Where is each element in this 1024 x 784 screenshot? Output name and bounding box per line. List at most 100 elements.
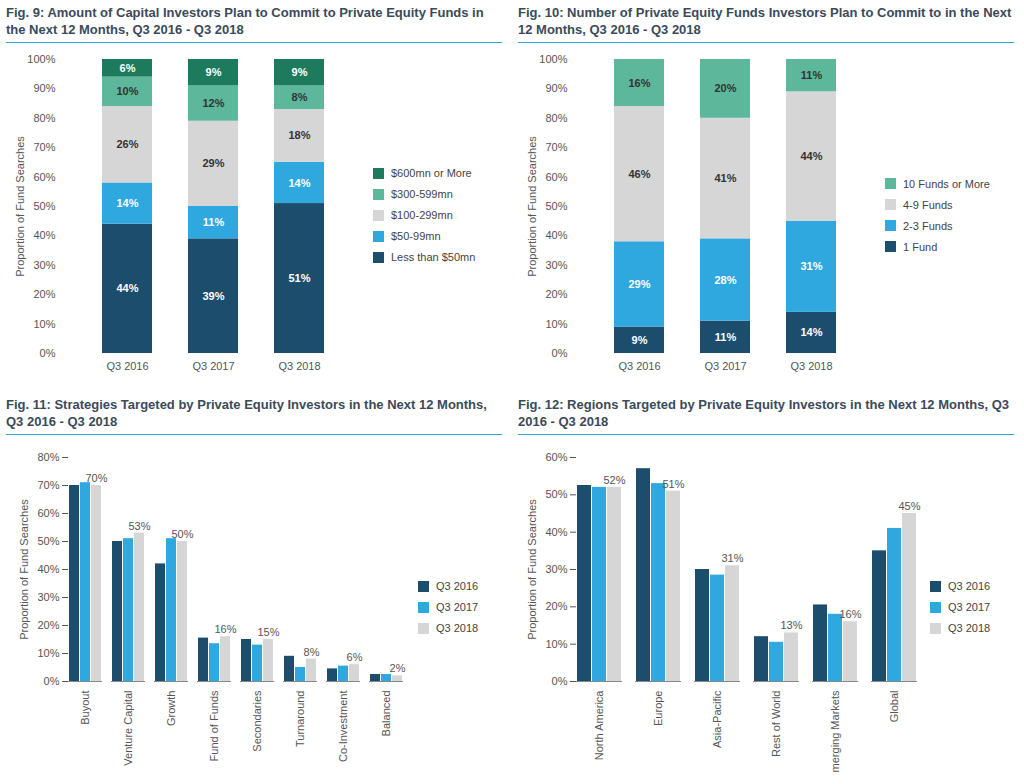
svg-text:8%: 8% — [304, 646, 320, 658]
svg-text:9%: 9% — [206, 66, 222, 78]
svg-text:80%: 80% — [37, 451, 59, 463]
svg-text:12%: 12% — [202, 97, 224, 109]
svg-text:Q3 2017: Q3 2017 — [704, 360, 746, 372]
svg-text:Venture Capital: Venture Capital — [122, 691, 134, 766]
svg-text:60%: 60% — [37, 507, 59, 519]
svg-text:0%: 0% — [40, 347, 56, 359]
svg-text:Europe: Europe — [652, 691, 664, 726]
svg-text:30%: 30% — [37, 591, 59, 603]
svg-text:Proportion of Fund Searches: Proportion of Fund Searches — [526, 136, 538, 277]
svg-text:60%: 60% — [545, 451, 567, 463]
svg-text:Q3 2018: Q3 2018 — [790, 360, 832, 372]
svg-text:Asia-Pacific: Asia-Pacific — [711, 690, 723, 748]
svg-text:41%: 41% — [714, 172, 736, 184]
svg-text:11%: 11% — [203, 216, 225, 228]
svg-text:6%: 6% — [347, 651, 363, 663]
svg-text:Buyout: Buyout — [79, 691, 91, 725]
svg-text:60%: 60% — [545, 171, 567, 183]
svg-text:50%: 50% — [37, 535, 59, 547]
svg-text:100%: 100% — [539, 53, 567, 65]
svg-text:Rest of World: Rest of World — [770, 691, 782, 757]
svg-text:44%: 44% — [800, 150, 822, 162]
svg-text:60%: 60% — [33, 171, 55, 183]
svg-text:31%: 31% — [721, 552, 743, 564]
svg-text:26%: 26% — [116, 138, 138, 150]
svg-text:11%: 11% — [801, 69, 823, 81]
svg-text:10%: 10% — [545, 638, 567, 650]
svg-text:80%: 80% — [545, 112, 567, 124]
svg-text:100%: 100% — [27, 53, 55, 65]
svg-text:Turnaround: Turnaround — [294, 691, 306, 747]
svg-text:16%: 16% — [214, 623, 236, 635]
svg-text:39%: 39% — [202, 290, 224, 302]
svg-text:15%: 15% — [257, 626, 279, 638]
svg-text:9%: 9% — [292, 66, 308, 78]
svg-text:16%: 16% — [839, 608, 861, 620]
svg-text:51%: 51% — [662, 478, 684, 490]
svg-text:Q3 2016: Q3 2016 — [106, 360, 148, 372]
svg-text:10%: 10% — [545, 318, 567, 330]
svg-text:Emerging Markets: Emerging Markets — [829, 690, 841, 773]
svg-text:Co-Investment: Co-Investment — [337, 691, 349, 763]
svg-text:44%: 44% — [116, 282, 138, 294]
svg-text:10%: 10% — [37, 647, 59, 659]
svg-text:20%: 20% — [37, 619, 59, 631]
svg-text:46%: 46% — [628, 168, 650, 180]
svg-text:80%: 80% — [33, 112, 55, 124]
svg-text:70%: 70% — [85, 472, 107, 484]
svg-text:29%: 29% — [202, 157, 224, 169]
svg-text:2%: 2% — [390, 662, 406, 674]
svg-text:30%: 30% — [33, 259, 55, 271]
svg-text:0%: 0% — [44, 675, 60, 687]
svg-text:90%: 90% — [545, 82, 567, 94]
svg-text:20%: 20% — [545, 600, 567, 612]
svg-text:Q3 2018: Q3 2018 — [278, 360, 320, 372]
svg-text:20%: 20% — [714, 82, 736, 94]
svg-text:Secondaries: Secondaries — [251, 690, 263, 752]
svg-text:70%: 70% — [545, 141, 567, 153]
svg-text:Proportion of Fund Searches: Proportion of Fund Searches — [18, 499, 30, 640]
svg-text:40%: 40% — [545, 229, 567, 241]
svg-text:40%: 40% — [37, 563, 59, 575]
svg-text:9%: 9% — [632, 334, 648, 346]
svg-text:28%: 28% — [714, 274, 736, 286]
svg-text:50%: 50% — [33, 200, 55, 212]
svg-text:50%: 50% — [545, 200, 567, 212]
svg-text:52%: 52% — [603, 474, 625, 486]
svg-text:8%: 8% — [292, 91, 308, 103]
svg-text:53%: 53% — [128, 520, 150, 532]
svg-text:90%: 90% — [33, 82, 55, 94]
svg-text:30%: 30% — [545, 259, 567, 271]
svg-text:70%: 70% — [37, 479, 59, 491]
svg-text:16%: 16% — [628, 77, 650, 89]
svg-text:20%: 20% — [545, 288, 567, 300]
svg-text:29%: 29% — [628, 278, 650, 290]
svg-text:Q3 2016: Q3 2016 — [618, 360, 660, 372]
svg-text:Balanced: Balanced — [380, 691, 392, 737]
svg-text:10%: 10% — [116, 85, 138, 97]
svg-text:40%: 40% — [545, 526, 567, 538]
svg-text:40%: 40% — [33, 229, 55, 241]
svg-text:10%: 10% — [33, 318, 55, 330]
svg-text:North America: North America — [593, 690, 605, 761]
svg-text:14%: 14% — [116, 197, 138, 209]
svg-text:45%: 45% — [898, 500, 920, 512]
svg-text:30%: 30% — [545, 563, 567, 575]
svg-text:50%: 50% — [171, 528, 193, 540]
svg-text:Fund of Funds: Fund of Funds — [208, 690, 220, 761]
svg-text:Proportion of Fund Searches: Proportion of Fund Searches — [526, 499, 538, 640]
svg-text:14%: 14% — [288, 177, 310, 189]
svg-text:0%: 0% — [552, 347, 568, 359]
svg-text:Q3 2017: Q3 2017 — [192, 360, 234, 372]
svg-text:Growth: Growth — [165, 691, 177, 726]
svg-text:Global: Global — [888, 691, 900, 723]
svg-text:0%: 0% — [552, 675, 568, 687]
svg-text:18%: 18% — [288, 129, 310, 141]
svg-text:31%: 31% — [800, 260, 822, 272]
svg-text:20%: 20% — [33, 288, 55, 300]
svg-text:14%: 14% — [800, 326, 822, 338]
svg-text:70%: 70% — [33, 141, 55, 153]
svg-text:11%: 11% — [715, 331, 737, 343]
svg-text:Proportion of Fund Searches: Proportion of Fund Searches — [14, 136, 26, 277]
svg-text:6%: 6% — [120, 62, 136, 74]
